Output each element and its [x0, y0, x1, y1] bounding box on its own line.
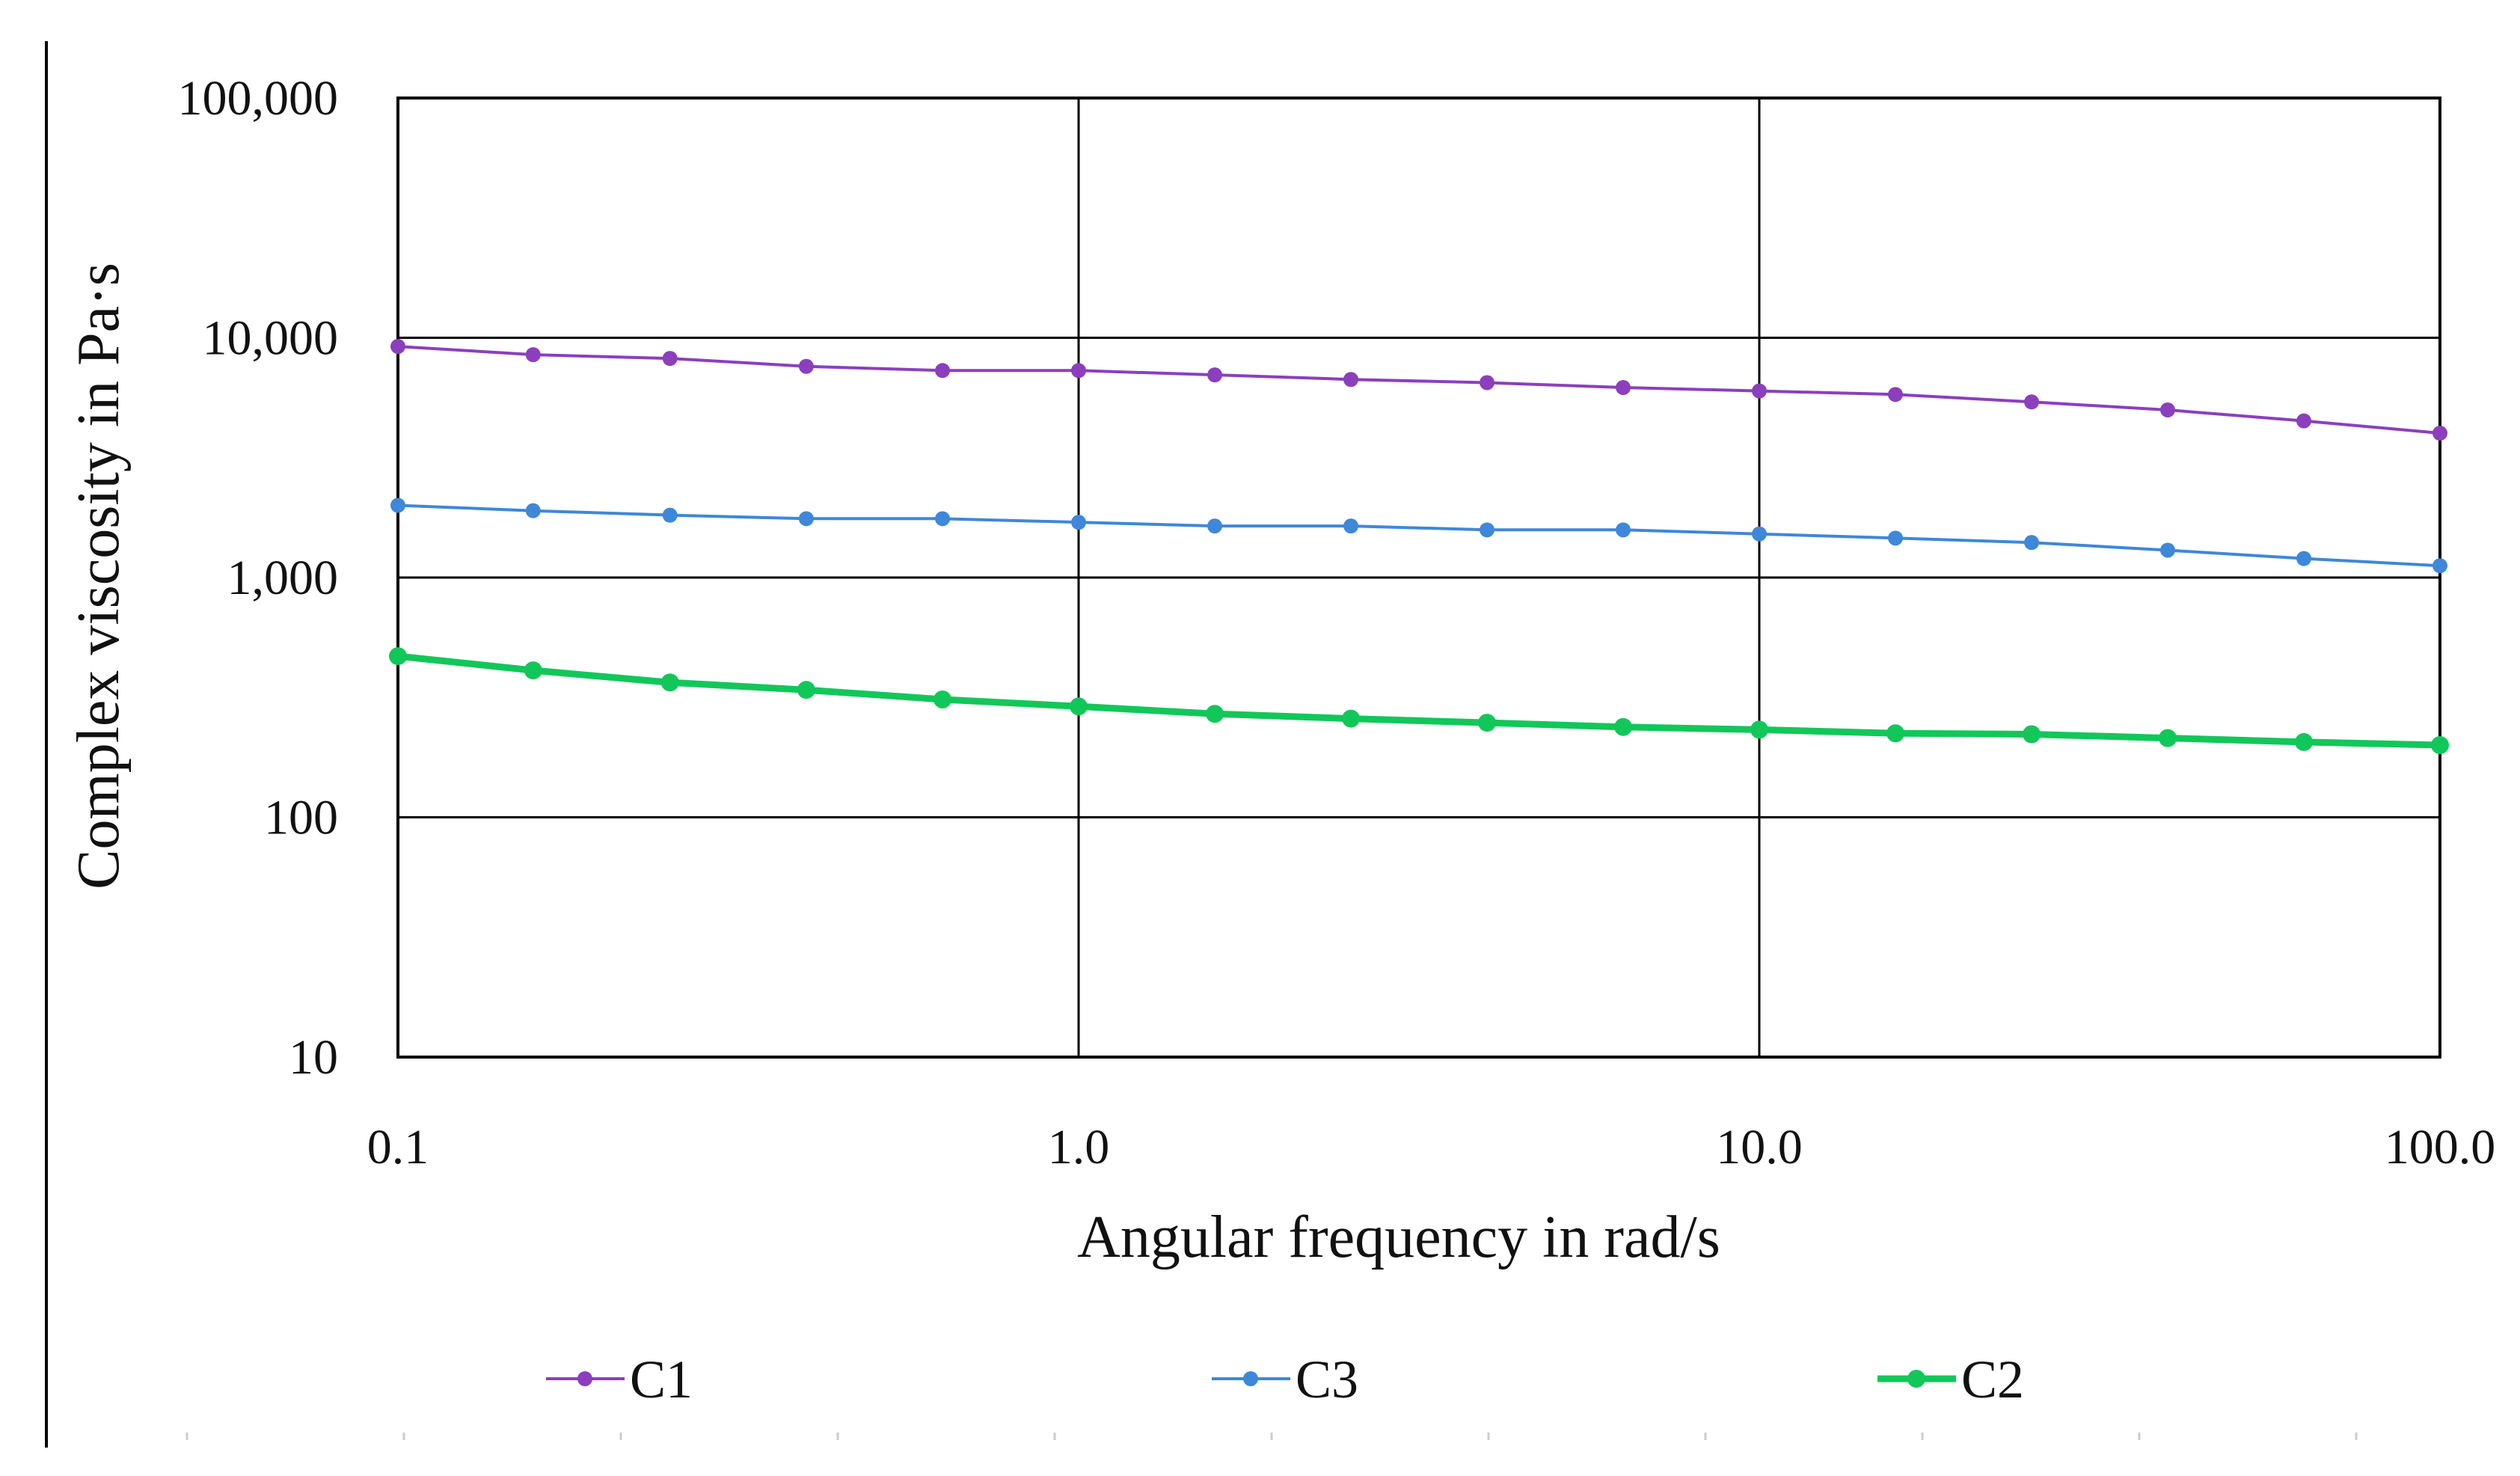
data-point-c1 [2432, 426, 2447, 441]
data-point-c1 [1343, 372, 1359, 388]
series-c2 [389, 647, 2449, 755]
data-point-c3 [798, 511, 814, 527]
legend-item-c1: C1 [546, 1350, 693, 1409]
series-c1 [390, 339, 2447, 441]
data-point-c3 [1343, 518, 1359, 534]
series-line-c2 [394, 652, 2444, 749]
data-point-c1 [390, 339, 405, 355]
data-point-c2 [660, 673, 679, 692]
series-line-c3 [396, 503, 2441, 568]
data-point-c2 [1477, 714, 1496, 732]
data-point-c2 [1206, 705, 1224, 723]
dotted-bottom-border [186, 1433, 2358, 1440]
y-tick-label: 100 [264, 791, 338, 845]
data-point-c2 [797, 681, 815, 699]
data-point-c3 [2432, 558, 2447, 574]
data-point-c1 [2159, 402, 2175, 417]
data-point-c3 [2024, 535, 2040, 551]
data-point-c3 [1752, 526, 1767, 542]
y-axis-ticks: 10 100 1,000 10,000 100,000 [178, 71, 339, 1085]
data-point-c1 [2024, 394, 2040, 410]
data-point-c3 [2296, 551, 2312, 566]
legend-label-c2: C2 [1961, 1350, 2024, 1409]
series-lines [389, 339, 2449, 755]
y-tick-label: 1,000 [227, 551, 339, 605]
series-c3 [390, 497, 2447, 574]
data-point-c3 [662, 507, 678, 523]
data-point-c1 [1479, 375, 1494, 391]
x-tick-label: 0.1 [367, 1120, 429, 1175]
data-point-c2 [1342, 709, 1361, 728]
data-point-c2 [524, 661, 542, 680]
data-point-c1 [1071, 363, 1086, 379]
data-point-c1 [798, 358, 814, 374]
y-tick-label: 10,000 [203, 311, 339, 366]
data-point-c2 [1070, 697, 1088, 716]
data-point-c2 [1750, 720, 1768, 739]
plot-frame [396, 97, 2441, 1059]
data-point-c1 [935, 363, 951, 379]
data-point-c3 [1207, 518, 1223, 534]
data-point-c2 [1886, 724, 1905, 743]
data-point-c3 [1888, 530, 1904, 546]
data-point-c2 [2431, 736, 2449, 755]
data-point-c3 [1479, 522, 1494, 538]
legend-marker-c2 [1907, 1370, 1925, 1388]
data-point-c3 [935, 511, 951, 527]
data-point-c1 [2296, 413, 2312, 429]
series-line-c1 [396, 345, 2441, 435]
x-axis-title: Angular frequency in rad/s [1077, 1204, 1720, 1270]
x-axis-ticks: 0.1 1.0 10.0 100.0 [367, 1120, 2496, 1175]
legend-label-c1: C1 [630, 1350, 693, 1409]
legend-label-c3: C3 [1296, 1350, 1358, 1409]
legend: C1 C3 C2 [546, 1350, 2024, 1409]
data-point-c3 [525, 503, 541, 518]
x-tick-label: 100.0 [2385, 1120, 2496, 1175]
data-point-c2 [1614, 717, 1633, 736]
y-axis-title: Complex viscosity in Pa·s [66, 263, 132, 889]
y-tick-label: 10 [289, 1030, 338, 1085]
y-tick-label: 100,000 [178, 71, 339, 126]
data-point-c2 [2023, 725, 2041, 744]
x-tick-label: 1.0 [1048, 1120, 1110, 1175]
data-point-c3 [1071, 515, 1086, 530]
data-point-c2 [389, 647, 407, 666]
data-point-c3 [1616, 522, 1631, 538]
data-point-c2 [2295, 732, 2314, 751]
legend-item-c2: C2 [1877, 1350, 2024, 1409]
data-point-c2 [933, 690, 952, 709]
data-point-c1 [1888, 387, 1904, 402]
data-point-c3 [2159, 542, 2175, 558]
legend-item-c3: C3 [1212, 1350, 1358, 1409]
data-point-c3 [390, 497, 405, 513]
data-point-c1 [1207, 367, 1223, 383]
legend-marker-c3 [1243, 1371, 1258, 1386]
x-tick-label: 10.0 [1716, 1120, 1803, 1175]
plot-area [389, 97, 2449, 1059]
data-point-c1 [1616, 380, 1631, 396]
data-point-c1 [1752, 383, 1767, 399]
data-point-c1 [662, 351, 678, 367]
data-point-c2 [2158, 729, 2177, 747]
data-point-c1 [525, 347, 541, 363]
legend-marker-c1 [577, 1371, 592, 1386]
